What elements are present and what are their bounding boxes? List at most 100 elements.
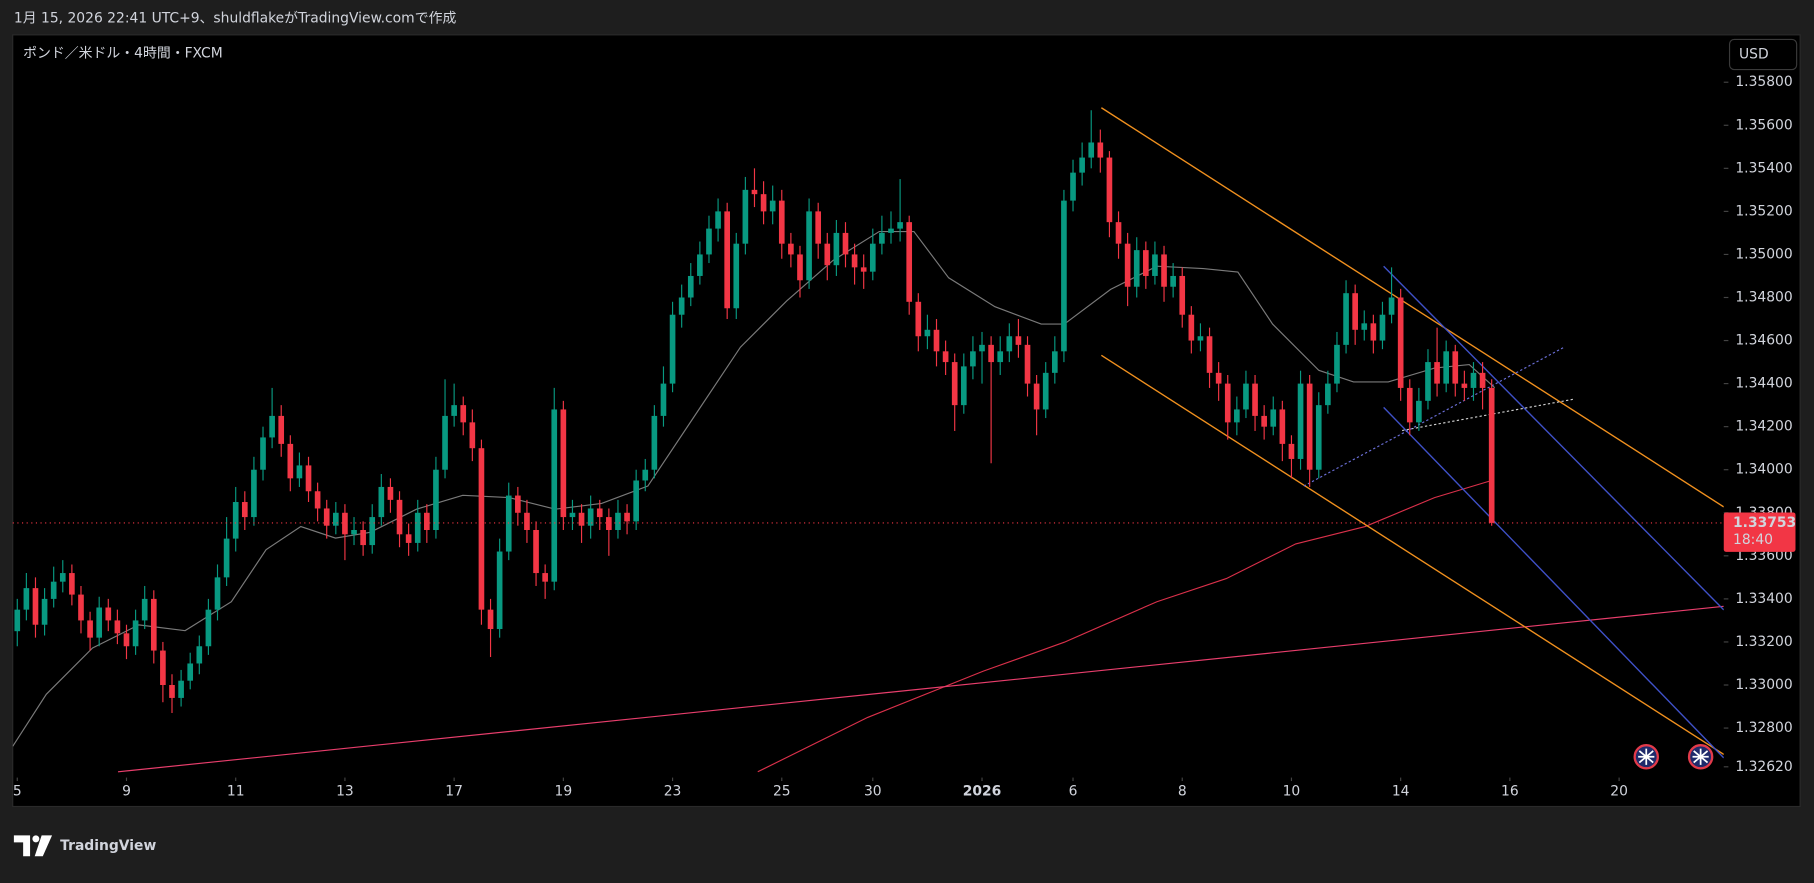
candle-body bbox=[505, 495, 512, 552]
candle-body bbox=[706, 228, 712, 255]
candle-body bbox=[587, 508, 594, 526]
trend-line bbox=[117, 605, 1724, 773]
candle-body bbox=[997, 351, 1004, 363]
candle-body bbox=[533, 530, 539, 574]
x-tick-label: 5 bbox=[13, 783, 22, 799]
x-tick-label: 17 bbox=[445, 783, 463, 799]
candle-body bbox=[41, 598, 48, 625]
x-tick-label: 10 bbox=[1283, 783, 1301, 799]
candle-body bbox=[323, 508, 330, 526]
currency-button[interactable] bbox=[1728, 38, 1798, 71]
candle-body bbox=[69, 573, 75, 595]
candle-body bbox=[160, 650, 166, 686]
candle-body bbox=[1188, 314, 1195, 341]
candle-body bbox=[1143, 250, 1149, 276]
candle-body bbox=[23, 588, 30, 610]
candle-body bbox=[960, 366, 967, 406]
candle-body bbox=[797, 254, 803, 281]
candle-body bbox=[660, 383, 667, 416]
candle-body bbox=[1479, 372, 1486, 388]
candle-body bbox=[105, 607, 112, 621]
candle-body bbox=[924, 329, 931, 337]
y-tick-label: 1.32800 bbox=[1735, 720, 1792, 736]
dotted-line bbox=[1402, 398, 1574, 432]
candle-body bbox=[96, 607, 103, 638]
candle-body bbox=[469, 422, 476, 449]
candle-body bbox=[906, 222, 913, 302]
candle-body bbox=[14, 609, 21, 632]
y-tick-label: 1.35600 bbox=[1735, 117, 1792, 133]
candle-body bbox=[50, 581, 57, 599]
candle-body bbox=[1297, 383, 1304, 459]
candle-body bbox=[524, 512, 530, 531]
drawings bbox=[12, 107, 1724, 773]
candle-body bbox=[851, 254, 858, 268]
candle-body bbox=[1279, 409, 1286, 444]
candle-body bbox=[1461, 383, 1468, 388]
y-tick-label: 1.34800 bbox=[1735, 289, 1792, 305]
candle-body bbox=[1361, 323, 1368, 330]
candle-body bbox=[1088, 142, 1095, 158]
y-tick-label: 1.33600 bbox=[1735, 548, 1792, 564]
x-tick-label: 13 bbox=[336, 783, 354, 799]
last-price-label: 1.33753 bbox=[1733, 515, 1796, 531]
candle-body bbox=[1161, 254, 1167, 287]
dotted-trend bbox=[1303, 346, 1565, 487]
candle-body bbox=[1416, 400, 1422, 423]
candle-body bbox=[1325, 383, 1331, 406]
candle-body bbox=[1234, 409, 1240, 423]
candle-body bbox=[196, 646, 203, 664]
candle-body bbox=[251, 469, 257, 518]
candle-body bbox=[751, 189, 758, 195]
y-tick-label: 1.34600 bbox=[1735, 333, 1792, 349]
candle-body bbox=[1270, 409, 1277, 427]
candle-body bbox=[1133, 250, 1140, 287]
x-tick-label: 2026 bbox=[963, 783, 1002, 799]
x-tick-label: 23 bbox=[664, 783, 682, 799]
candle-body bbox=[1206, 336, 1213, 373]
candle-body bbox=[788, 243, 794, 255]
y-tick-label: 1.34200 bbox=[1735, 419, 1792, 435]
symbol-title: ポンド／米ドル・4時間・FXCM bbox=[23, 45, 223, 61]
candle-body bbox=[342, 512, 348, 535]
axes: 1.35800 1.35600 1.35400 1.35200 1.35000 1.348… bbox=[13, 74, 1793, 799]
candle-body bbox=[560, 409, 567, 518]
candle-body bbox=[1370, 323, 1377, 341]
candle-body bbox=[569, 512, 576, 518]
candle-body bbox=[1352, 293, 1358, 330]
currency-label: USD bbox=[1739, 47, 1769, 63]
candle-body bbox=[1215, 372, 1222, 384]
candle-body bbox=[742, 189, 749, 244]
candle-body bbox=[1224, 383, 1231, 423]
candle-body bbox=[150, 598, 157, 651]
candle-body bbox=[542, 573, 548, 582]
candle-body bbox=[551, 409, 558, 582]
x-tick-label: 30 bbox=[864, 783, 882, 799]
y-tick-label: 1.35200 bbox=[1735, 203, 1792, 219]
candle-body bbox=[1306, 383, 1313, 470]
header: 1月 15, 2026 22:41 UTC+9、shuldflakeがTradi… bbox=[14, 11, 457, 27]
candle-body bbox=[414, 512, 421, 543]
x-tick-label: 9 bbox=[122, 783, 131, 799]
blue-channel-lower bbox=[1383, 406, 1724, 759]
candle-body bbox=[1443, 351, 1449, 384]
candle-body bbox=[1243, 383, 1249, 410]
moving-average-short bbox=[12, 230, 1496, 747]
y-tick-label: 1.35800 bbox=[1735, 74, 1792, 90]
candle-body bbox=[269, 415, 275, 438]
candle-body bbox=[860, 267, 867, 272]
candle-body bbox=[1124, 243, 1131, 287]
candle-body bbox=[933, 329, 940, 352]
candle-body bbox=[205, 609, 212, 647]
candle-body bbox=[123, 633, 130, 647]
candle-body bbox=[988, 344, 994, 363]
candle-body bbox=[187, 663, 194, 681]
logo-dot bbox=[32, 835, 40, 843]
candle-body bbox=[915, 301, 922, 337]
candle-body bbox=[778, 200, 785, 244]
candle-body bbox=[478, 448, 485, 610]
candle-body bbox=[178, 680, 184, 698]
brand-name: TradingView bbox=[60, 838, 156, 854]
candle-body bbox=[888, 228, 894, 233]
